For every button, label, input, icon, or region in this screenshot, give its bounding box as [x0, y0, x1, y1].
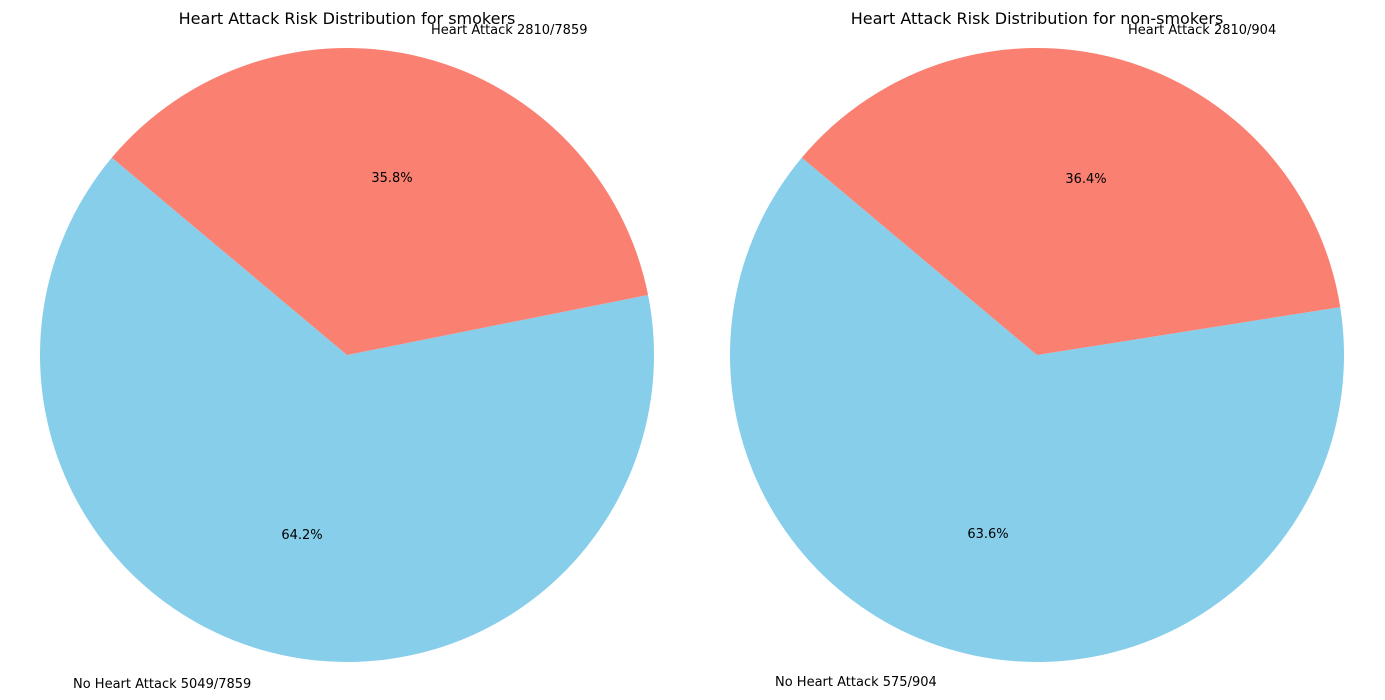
slice-pct-no-heart-attack: 64.2% — [281, 528, 322, 543]
slice-label-heart-attack: Heart Attack 2810/7859 — [431, 23, 588, 38]
pie-chart-smokers: Heart Attack Risk Distribution for smoke… — [40, 9, 655, 692]
slice-pct-no-heart-attack: 63.6% — [967, 527, 1008, 542]
chart-title: Heart Attack Risk Distribution for non-s… — [851, 9, 1224, 28]
chart-title: Heart Attack Risk Distribution for smoke… — [179, 9, 516, 28]
slice-heart-attack — [801, 47, 1341, 355]
slice-no-heart-attack — [40, 157, 655, 662]
slice-heart-attack — [111, 47, 649, 355]
slice-no-heart-attack — [730, 157, 1345, 662]
pie-chart-non-smokers: Heart Attack Risk Distribution for non-s… — [730, 9, 1345, 690]
slice-pct-heart-attack: 35.8% — [371, 171, 412, 186]
slice-label-no-heart-attack: No Heart Attack 5049/7859 — [73, 677, 251, 692]
slice-label-heart-attack: Heart Attack 2810/904 — [1128, 23, 1276, 38]
slice-label-no-heart-attack: No Heart Attack 575/904 — [775, 675, 937, 690]
slice-pct-heart-attack: 36.4% — [1065, 172, 1106, 187]
